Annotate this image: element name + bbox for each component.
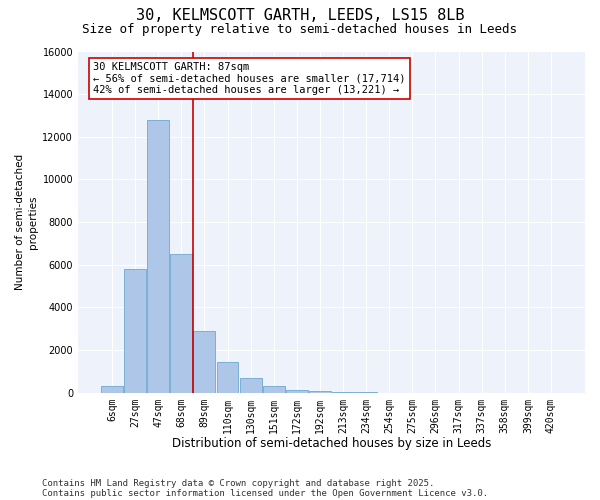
Bar	[239, 378, 262, 392]
Bar	[124, 269, 146, 392]
Bar	[286, 390, 308, 392]
Text: Contains HM Land Registry data © Crown copyright and database right 2025.: Contains HM Land Registry data © Crown c…	[42, 478, 434, 488]
Bar	[309, 391, 331, 392]
Bar	[101, 386, 123, 392]
Y-axis label: Number of semi-detached
properties: Number of semi-detached properties	[15, 154, 38, 290]
Text: 30 KELMSCOTT GARTH: 87sqm
← 56% of semi-detached houses are smaller (17,714)
42%: 30 KELMSCOTT GARTH: 87sqm ← 56% of semi-…	[93, 62, 406, 95]
Text: Contains public sector information licensed under the Open Government Licence v3: Contains public sector information licen…	[42, 488, 488, 498]
Bar	[263, 386, 285, 392]
Bar	[217, 362, 238, 392]
Bar	[147, 120, 169, 392]
Text: 30, KELMSCOTT GARTH, LEEDS, LS15 8LB: 30, KELMSCOTT GARTH, LEEDS, LS15 8LB	[136, 8, 464, 22]
X-axis label: Distribution of semi-detached houses by size in Leeds: Distribution of semi-detached houses by …	[172, 437, 491, 450]
Text: Size of property relative to semi-detached houses in Leeds: Size of property relative to semi-detach…	[83, 22, 517, 36]
Bar	[170, 254, 192, 392]
Bar	[193, 331, 215, 392]
